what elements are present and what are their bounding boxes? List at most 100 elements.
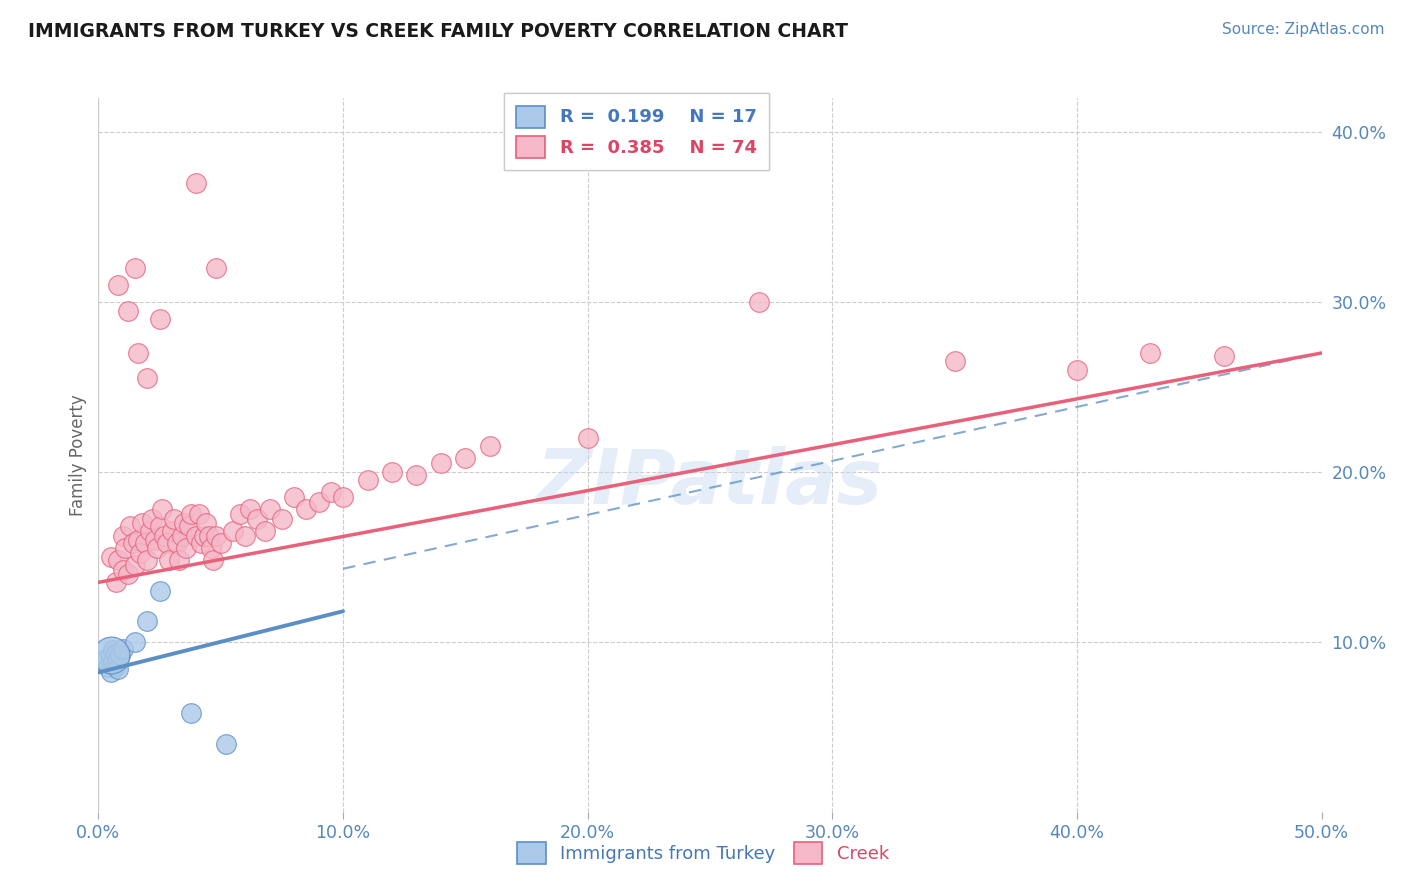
Point xyxy=(111,564,134,578)
Point xyxy=(319,485,342,500)
Point xyxy=(120,519,142,533)
Point xyxy=(127,533,149,547)
Point xyxy=(295,502,318,516)
Point xyxy=(150,502,173,516)
Point xyxy=(478,439,501,453)
Point xyxy=(253,524,276,539)
Point xyxy=(332,491,354,505)
Point xyxy=(111,529,134,543)
Point xyxy=(100,648,122,663)
Point xyxy=(205,260,228,275)
Point xyxy=(180,706,202,721)
Text: Source: ZipAtlas.com: Source: ZipAtlas.com xyxy=(1222,22,1385,37)
Point xyxy=(104,575,127,590)
Point xyxy=(430,457,453,471)
Point xyxy=(214,737,236,751)
Point xyxy=(187,508,209,522)
Point xyxy=(136,615,159,629)
Point xyxy=(195,516,218,530)
Point xyxy=(180,508,202,522)
Point xyxy=(121,536,143,550)
Point xyxy=(167,553,190,567)
Point xyxy=(107,662,129,676)
Point xyxy=(124,558,146,573)
Point xyxy=(259,502,281,516)
Point xyxy=(101,643,124,657)
Point xyxy=(149,583,172,598)
Point xyxy=(576,431,599,445)
Point xyxy=(202,553,225,567)
Point xyxy=(200,541,222,556)
Point xyxy=(1212,350,1234,364)
Point xyxy=(454,451,477,466)
Y-axis label: Family Poverty: Family Poverty xyxy=(69,394,87,516)
Point xyxy=(100,665,122,680)
Point xyxy=(146,541,169,556)
Point xyxy=(381,465,404,479)
Point xyxy=(136,371,159,385)
Point xyxy=(129,546,152,560)
Point xyxy=(110,648,132,663)
Text: ZIPatlas: ZIPatlas xyxy=(537,447,883,520)
Point xyxy=(94,652,117,666)
Point xyxy=(111,641,134,656)
Point xyxy=(117,303,139,318)
Point xyxy=(156,536,179,550)
Point xyxy=(239,502,262,516)
Point xyxy=(160,524,183,539)
Point xyxy=(101,655,124,669)
Point xyxy=(748,295,770,310)
Text: IMMIGRANTS FROM TURKEY VS CREEK FAMILY POVERTY CORRELATION CHART: IMMIGRANTS FROM TURKEY VS CREEK FAMILY P… xyxy=(28,22,848,41)
Point xyxy=(233,529,256,543)
Point xyxy=(104,658,127,673)
Point xyxy=(170,529,193,543)
Point xyxy=(127,346,149,360)
Point xyxy=(100,549,122,564)
Point xyxy=(173,516,195,530)
Point xyxy=(209,536,232,550)
Point xyxy=(124,635,146,649)
Legend: Immigrants from Turkey, Creek: Immigrants from Turkey, Creek xyxy=(502,828,904,879)
Point xyxy=(149,519,172,533)
Point xyxy=(131,516,153,530)
Point xyxy=(283,491,305,505)
Legend: R =  0.199    N = 17, R =  0.385    N = 74: R = 0.199 N = 17, R = 0.385 N = 74 xyxy=(503,93,769,170)
Point xyxy=(100,648,122,663)
Point xyxy=(186,529,208,543)
Point xyxy=(186,176,208,190)
Point xyxy=(405,468,427,483)
Point xyxy=(107,553,129,567)
Point xyxy=(177,519,200,533)
Point xyxy=(149,312,172,326)
Point xyxy=(117,566,139,581)
Point xyxy=(197,529,219,543)
Point xyxy=(166,536,188,550)
Point xyxy=(134,536,156,550)
Point xyxy=(1139,346,1161,360)
Point xyxy=(114,541,136,556)
Point xyxy=(139,524,162,539)
Point xyxy=(356,474,378,488)
Point xyxy=(193,529,215,543)
Point xyxy=(308,495,330,509)
Point xyxy=(136,553,159,567)
Point xyxy=(107,652,129,666)
Point xyxy=(1066,363,1088,377)
Point xyxy=(107,278,129,293)
Point xyxy=(229,508,252,522)
Point xyxy=(157,553,180,567)
Point xyxy=(153,529,176,543)
Point xyxy=(176,541,198,556)
Point xyxy=(190,536,212,550)
Point xyxy=(124,260,146,275)
Point xyxy=(143,533,166,547)
Point xyxy=(97,660,120,674)
Point xyxy=(205,529,228,543)
Point xyxy=(943,354,966,368)
Point xyxy=(163,512,186,526)
Point xyxy=(141,512,163,526)
Point xyxy=(104,647,127,661)
Point xyxy=(222,524,245,539)
Point xyxy=(246,512,269,526)
Point xyxy=(270,512,294,526)
